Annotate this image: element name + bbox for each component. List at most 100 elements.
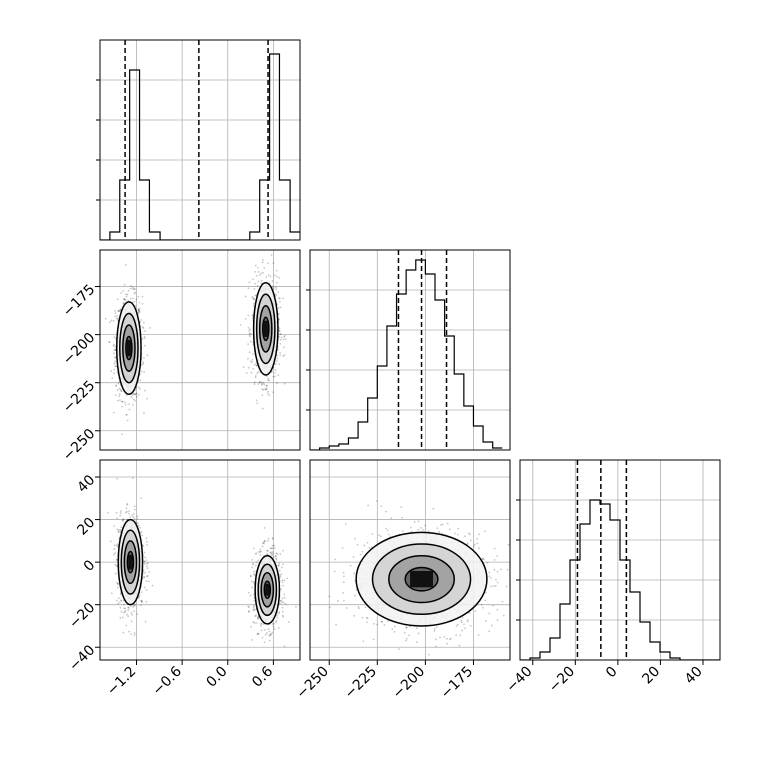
contour-line — [257, 563, 278, 617]
sample-point — [427, 530, 430, 533]
sample-point — [133, 508, 136, 511]
sample-point — [385, 527, 387, 530]
sample-point — [253, 302, 255, 305]
sample-point — [121, 519, 124, 522]
sample-point — [486, 561, 489, 564]
sample-point — [123, 298, 126, 301]
sample-point — [133, 517, 136, 520]
sample-point — [247, 314, 250, 317]
sample-point — [141, 302, 144, 305]
sample-point — [279, 306, 282, 309]
sample-point — [120, 526, 123, 529]
sample-point — [473, 543, 476, 546]
sample-point — [280, 599, 282, 602]
sample-point — [124, 403, 127, 406]
sample-point — [146, 575, 149, 577]
sample-point — [269, 551, 272, 554]
sample-point — [118, 309, 121, 312]
sample-point — [257, 617, 260, 619]
density-peak — [128, 554, 133, 570]
sample-point — [133, 604, 136, 607]
sample-point — [435, 638, 437, 641]
sample-point — [366, 541, 369, 544]
sample-point — [283, 382, 286, 385]
sample-point — [422, 529, 424, 531]
sample-point — [416, 627, 418, 629]
sample-point — [114, 346, 116, 348]
sample-point — [114, 552, 116, 555]
x-tick-label: −225 — [342, 664, 381, 703]
sample-point — [137, 295, 140, 298]
sample-point — [279, 352, 282, 354]
sample-point — [137, 307, 140, 310]
sample-point — [260, 381, 263, 384]
sample-point — [446, 522, 449, 525]
sample-point — [116, 558, 118, 561]
x-tick-label: 0 — [603, 664, 621, 682]
sample-point — [142, 545, 145, 547]
sample-point — [496, 608, 499, 611]
sample-point — [263, 266, 266, 269]
contour-line — [260, 572, 275, 608]
sample-point — [116, 318, 119, 320]
sample-point — [137, 309, 140, 312]
sample-point — [114, 360, 117, 363]
sample-point — [112, 411, 115, 414]
sample-point — [283, 579, 286, 582]
sample-point — [413, 521, 416, 523]
sample-point — [125, 264, 127, 266]
sample-point — [272, 552, 274, 555]
sample-point — [261, 388, 264, 391]
sample-point — [280, 588, 283, 591]
density-layer — [328, 500, 510, 656]
sample-point — [121, 405, 123, 408]
sample-point — [141, 326, 144, 329]
sample-point — [115, 544, 118, 547]
scatter-panel-1 — [99, 249, 301, 451]
sample-point — [120, 599, 122, 602]
sample-point — [353, 594, 356, 597]
sample-point — [403, 631, 406, 634]
sample-point — [277, 564, 280, 567]
sample-point — [273, 375, 276, 378]
sample-point — [122, 631, 125, 634]
sample-point — [135, 392, 138, 395]
sample-point — [119, 592, 122, 595]
sample-point — [436, 527, 439, 530]
sample-point — [380, 535, 382, 538]
sample-point — [117, 310, 120, 313]
sample-point — [275, 294, 278, 296]
sample-point — [263, 540, 266, 543]
panel-frame — [309, 459, 511, 661]
sample-point — [267, 379, 270, 382]
sample-point — [249, 332, 252, 335]
sample-point — [257, 280, 260, 283]
sample-point — [507, 543, 510, 546]
sample-point — [119, 528, 122, 531]
sample-point — [386, 529, 389, 532]
sample-point — [455, 625, 458, 627]
sample-point — [276, 614, 279, 617]
sample-point — [245, 372, 248, 375]
sample-point — [365, 616, 368, 619]
sample-point — [273, 628, 276, 630]
sample-point — [256, 616, 259, 619]
sample-point — [133, 632, 136, 635]
sample-point — [253, 381, 256, 384]
sample-point — [344, 523, 347, 525]
sample-point — [110, 370, 113, 372]
sample-point — [271, 280, 274, 282]
sample-point — [409, 526, 412, 529]
sample-point — [130, 285, 132, 287]
sample-point — [259, 625, 262, 627]
sample-point — [286, 577, 289, 580]
sample-point — [328, 595, 331, 598]
sample-point — [253, 298, 255, 301]
sample-point — [478, 547, 480, 550]
sample-point — [115, 365, 118, 368]
sample-point — [408, 625, 411, 628]
sample-point — [131, 286, 134, 289]
sample-point — [439, 636, 441, 639]
sample-point — [114, 315, 116, 318]
sample-point — [349, 564, 352, 567]
